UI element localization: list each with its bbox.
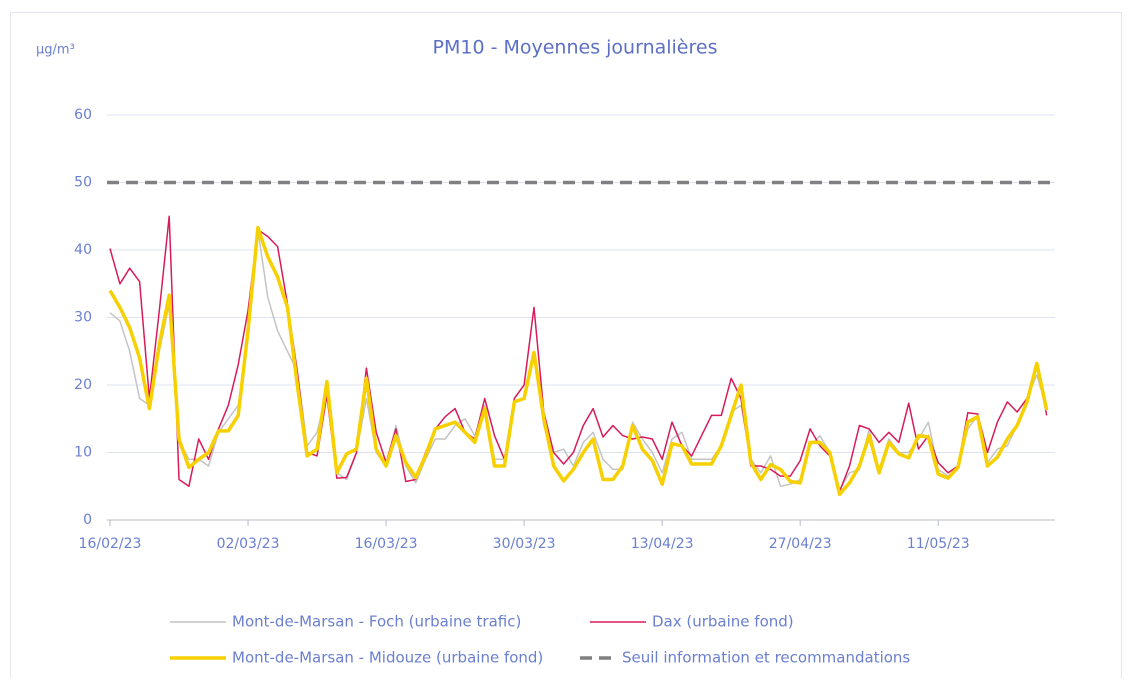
x-tick-label: 13/04/23 xyxy=(631,536,694,552)
y-tick-label: 10 xyxy=(74,445,92,461)
x-tick-label: 30/03/23 xyxy=(493,536,556,552)
legend-label: Dax (urbaine fond) xyxy=(652,613,794,631)
series-line xyxy=(109,229,1048,491)
legend-label: Mont-de-Marsan - Midouze (urbaine fond) xyxy=(232,649,543,667)
y-tick-label: 0 xyxy=(83,512,92,528)
y-tick-label: 60 xyxy=(74,107,92,123)
y-tick-label: 20 xyxy=(74,377,92,393)
y-tick-label: 40 xyxy=(74,242,92,258)
y-unit: µg/m³ xyxy=(36,43,75,58)
series-line xyxy=(109,215,1048,493)
x-tick-label: 16/02/23 xyxy=(79,536,142,552)
x-tick-label: 27/04/23 xyxy=(769,536,832,552)
x-tick-label: 16/03/23 xyxy=(355,536,418,552)
series-line xyxy=(108,225,1049,497)
legend-label: Mont-de-Marsan - Foch (urbaine trafic) xyxy=(232,613,521,631)
y-tick-label: 30 xyxy=(74,310,92,326)
y-tick-label: 50 xyxy=(74,175,92,191)
x-tick-label: 11/05/23 xyxy=(907,536,970,552)
legend-label: Seuil information et recommandations xyxy=(622,649,910,667)
x-tick-label: 02/03/23 xyxy=(217,536,280,552)
chart-border xyxy=(10,12,1122,682)
chart-title: PM10 - Moyennes journalières xyxy=(433,37,718,59)
